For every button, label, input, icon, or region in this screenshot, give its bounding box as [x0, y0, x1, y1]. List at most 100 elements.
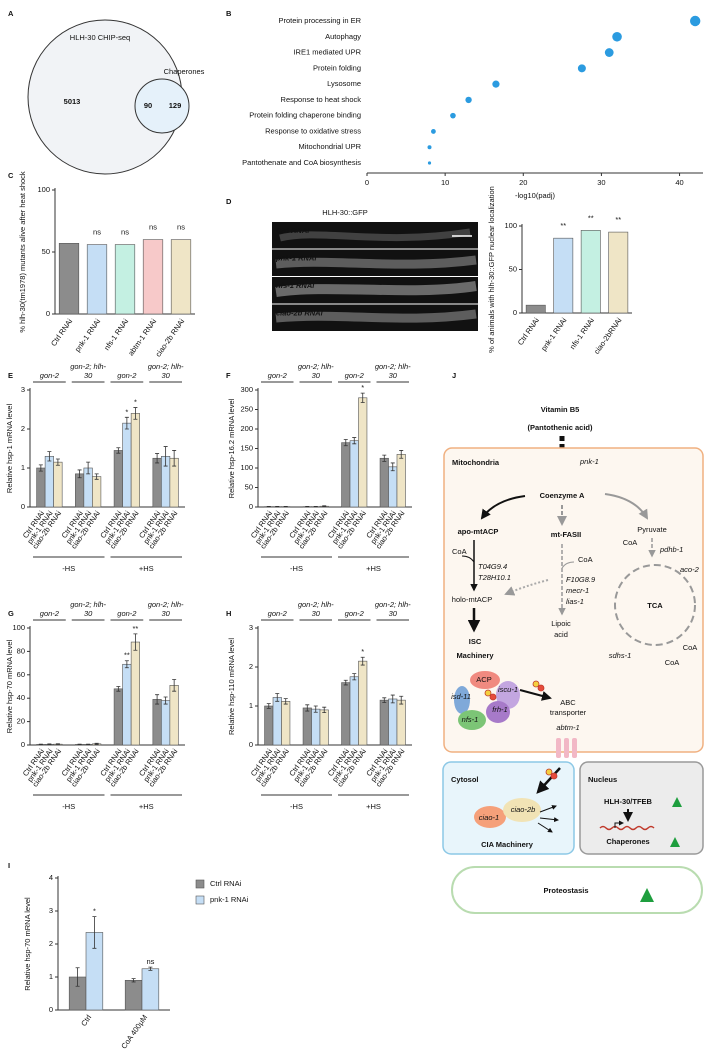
legend-swatch: [195, 879, 205, 889]
category-label: ciao-2b RNAi: [154, 317, 187, 359]
diagram-label: abtm-1: [556, 723, 579, 732]
y-tick-label: 0: [46, 309, 50, 318]
diagram-label: acid: [554, 630, 568, 639]
y-tick-label: 100: [240, 463, 253, 472]
significance: ns: [146, 957, 154, 966]
error-bar: [131, 978, 136, 983]
error-bar: [47, 451, 52, 462]
group-label-box: gon-2; hlh-30: [147, 600, 184, 618]
diagram-label: frh-1: [492, 705, 507, 714]
diagram-label: pnk-1: [579, 457, 599, 466]
diagram-label: sdhs-1: [609, 651, 632, 660]
group-label: gon-2; hlh-30: [147, 600, 184, 618]
diagram-label: (Pantothenic acid): [527, 423, 593, 432]
group-label: gon-2; hlh-30: [70, 362, 107, 380]
diagram-label: HLH-30/TFEB: [604, 797, 653, 806]
y-tick-label: 2: [49, 939, 53, 948]
diagram-label: mt-FASII: [551, 530, 581, 539]
error-bar: [360, 656, 365, 666]
error-bar: [360, 392, 365, 403]
diagram-label: Mitochondria: [452, 458, 500, 467]
significance: *: [125, 407, 128, 416]
error-bar: [38, 464, 43, 472]
significance: **: [615, 215, 621, 224]
panel-letter: G: [8, 609, 14, 618]
y-axis-label: Relative hsp-70 mRNA level: [5, 639, 14, 733]
category-label: nfs-1 RNAi: [568, 316, 596, 351]
error-bar: [343, 439, 348, 447]
error-bar: [148, 966, 153, 971]
error-bar: [86, 461, 91, 475]
y-tick-label: 1: [21, 463, 25, 472]
diagram-label: ISC: [469, 637, 482, 646]
diagram-label: CoA: [452, 547, 467, 556]
diagram-label: transporter: [550, 708, 587, 717]
significance: **: [588, 213, 594, 222]
y-tick-label: 2: [249, 662, 253, 671]
group-label: gon-2; hlh-30: [297, 600, 334, 618]
bar: [379, 699, 389, 746]
category-label: IRE1 mediated UPR: [293, 48, 361, 57]
bar: [281, 701, 291, 746]
diagram-label: T04G9.4: [478, 562, 507, 571]
category-label: abtm-1 RNAi: [126, 317, 158, 358]
group-label-box: gon-2; hlh-30: [70, 600, 106, 618]
bar: [388, 466, 398, 508]
group-label: gon-2: [39, 609, 59, 618]
condition-label: -HS: [62, 802, 75, 811]
y-tick-label: 80: [17, 646, 25, 655]
group-label-box: gon-2; hlh-30: [297, 600, 334, 618]
error-bar: [77, 469, 82, 479]
venn-title: HLH-30 CHIP-seq: [70, 33, 130, 42]
significance: ns: [121, 228, 129, 237]
error-bar: [163, 446, 168, 467]
y-axis-label: % of animals with hlh-30::GFP nuclear lo…: [487, 186, 496, 353]
bar: [92, 476, 102, 508]
venn-count: 5013: [64, 97, 81, 106]
group-label-box: gon-2; hlh-30: [374, 600, 411, 618]
y-tick-label: 0: [513, 308, 517, 317]
group-label: gon-2: [344, 371, 364, 380]
bar: [341, 442, 351, 508]
error-bar: [322, 505, 327, 508]
category-label: Mitochondrial UPR: [298, 142, 361, 151]
y-tick-label: 3: [249, 623, 253, 632]
bar: [58, 243, 80, 315]
bar: [114, 244, 136, 315]
dot: [604, 48, 614, 57]
error-bar: [322, 706, 327, 714]
bar: [53, 461, 63, 508]
bar: [264, 705, 274, 746]
legend-label: Ctrl RNAi: [210, 879, 242, 888]
category-label: Lysosome: [327, 79, 361, 88]
bar: [86, 244, 108, 315]
group-label-box: gon-2: [117, 371, 136, 380]
bar: [580, 230, 601, 314]
error-bar: [266, 703, 271, 709]
group-label-box: gon-2; hlh-30: [298, 362, 334, 380]
diagram-label: apo-mtACP: [458, 527, 499, 536]
category-label: ciao-2bRNAi: [592, 316, 624, 356]
diagram-label: CoA: [665, 658, 680, 667]
y-tick-label: 50: [509, 264, 517, 273]
micrograph-label: Ctrl RNAi: [276, 226, 310, 235]
y-tick-label: 3: [21, 385, 25, 394]
y-tick-label: 100: [504, 221, 517, 230]
error-bar: [94, 742, 99, 745]
panel-letter: B: [226, 9, 232, 18]
x-tick-label: 30: [597, 178, 605, 187]
y-axis-label: Relative hsp-110 mRNA level: [227, 638, 236, 735]
category-label: Autophagy: [325, 32, 361, 41]
bar: [396, 699, 406, 746]
group-label: gon-2; hlh-30: [374, 600, 411, 618]
panel-letter: A: [8, 9, 14, 18]
error-bar: [305, 704, 310, 712]
dot: [577, 64, 586, 73]
pathway-shapes: [442, 436, 704, 914]
group-label-box: gon-2: [345, 609, 364, 618]
diagram-label: Coenzyme A: [540, 491, 585, 500]
y-tick-label: 150: [240, 443, 253, 452]
bar: [122, 663, 132, 746]
x-tick-label: 10: [441, 178, 449, 187]
error-bar: [124, 660, 129, 669]
